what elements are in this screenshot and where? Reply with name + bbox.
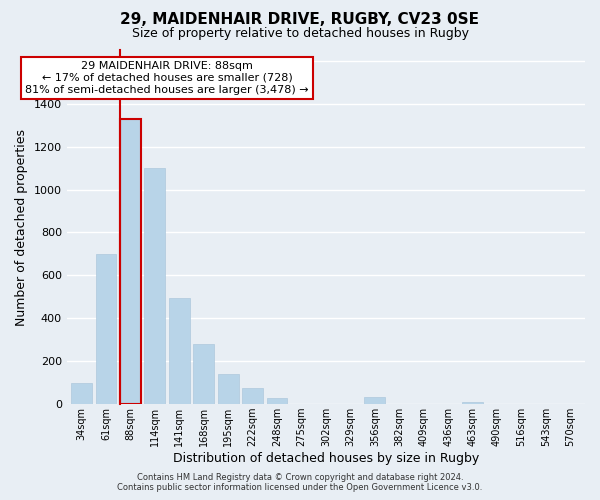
Text: 29, MAIDENHAIR DRIVE, RUGBY, CV23 0SE: 29, MAIDENHAIR DRIVE, RUGBY, CV23 0SE <box>121 12 479 28</box>
Bar <box>95 254 116 404</box>
Bar <box>242 388 263 404</box>
Y-axis label: Number of detached properties: Number of detached properties <box>16 128 28 326</box>
Text: Contains HM Land Registry data © Crown copyright and database right 2024.
Contai: Contains HM Land Registry data © Crown c… <box>118 473 482 492</box>
X-axis label: Distribution of detached houses by size in Rugby: Distribution of detached houses by size … <box>173 452 479 465</box>
Bar <box>462 402 483 404</box>
Bar <box>218 374 239 404</box>
Bar <box>266 398 287 404</box>
Bar <box>71 382 92 404</box>
Text: Size of property relative to detached houses in Rugby: Size of property relative to detached ho… <box>131 28 469 40</box>
Text: 29 MAIDENHAIR DRIVE: 88sqm
← 17% of detached houses are smaller (728)
81% of sem: 29 MAIDENHAIR DRIVE: 88sqm ← 17% of deta… <box>25 62 309 94</box>
Bar <box>169 298 190 404</box>
Bar <box>120 118 141 404</box>
Bar <box>145 168 165 404</box>
Bar <box>364 396 385 404</box>
Bar <box>193 344 214 404</box>
